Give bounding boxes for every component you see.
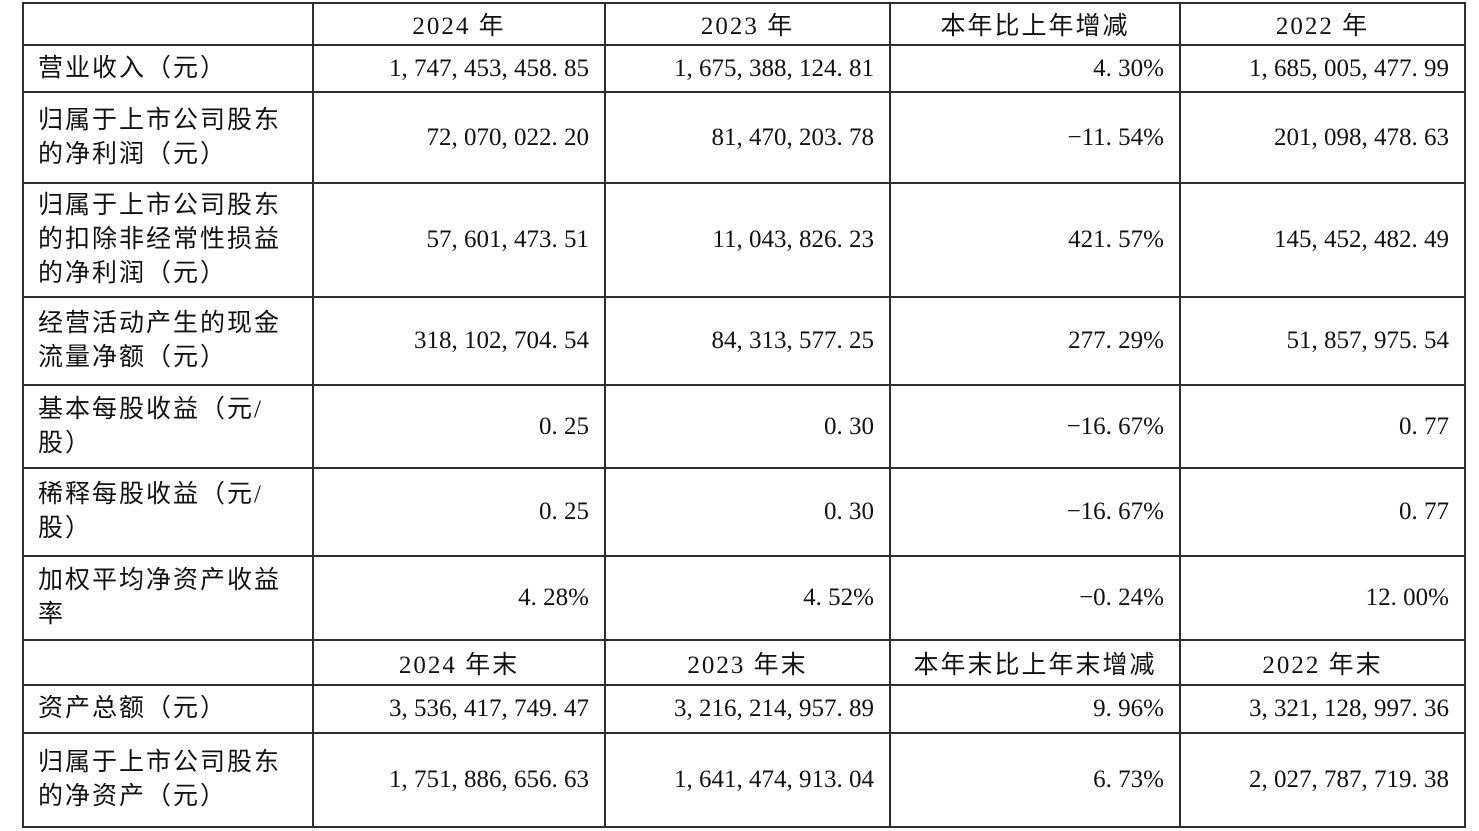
- value-2023: 1, 641, 474, 913. 04: [604, 732, 891, 828]
- value-2024: 1, 751, 886, 656. 63: [312, 732, 606, 828]
- row-label: 归属于上市公司股东 的扣除非经常性损益 的净利润（元）: [22, 182, 314, 298]
- value-change: 9. 96%: [889, 684, 1181, 734]
- value-change: −16. 67%: [889, 384, 1181, 469]
- column-header-end-change: 本年末比上年末增减: [889, 639, 1181, 686]
- value-2022: 0. 77: [1179, 384, 1466, 469]
- column-header-change: 本年比上年增减: [889, 2, 1181, 46]
- row-label: 资产总额（元）: [22, 684, 314, 734]
- row-label: 稀释每股收益（元/ 股）: [22, 467, 314, 557]
- table-row-diluted-eps: 稀释每股收益（元/ 股） 0. 25 0. 30 −16. 67% 0. 77: [22, 467, 1466, 557]
- value-2023: 4. 52%: [604, 555, 891, 641]
- row-label: 基本每股收益（元/ 股）: [22, 384, 314, 469]
- value-change: −0. 24%: [889, 555, 1181, 641]
- financial-summary-table: 2024 年 2023 年 本年比上年增减 2022 年 营业收入（元） 1, …: [22, 2, 1466, 828]
- value-2024: 0. 25: [312, 467, 606, 557]
- column-header-2022: 2022 年: [1179, 2, 1466, 46]
- row-label: 经营活动产生的现金 流量净额（元）: [22, 296, 314, 386]
- value-2022: 145, 452, 482. 49: [1179, 182, 1466, 298]
- blank-header-cell: [22, 639, 314, 686]
- value-2024: 3, 536, 417, 749. 47: [312, 684, 606, 734]
- column-header-2023: 2023 年: [604, 2, 891, 46]
- table-row-deducted-net-profit: 归属于上市公司股东 的扣除非经常性损益 的净利润（元） 57, 601, 473…: [22, 182, 1466, 298]
- year-end-header-row: 2024 年末 2023 年末 本年末比上年末增减 2022 年末: [22, 639, 1466, 686]
- row-label: 加权平均净资产收益 率: [22, 555, 314, 641]
- value-change: 6. 73%: [889, 732, 1181, 828]
- row-label: 归属于上市公司股东 的净利润（元）: [22, 91, 314, 184]
- value-2023: 0. 30: [604, 467, 891, 557]
- value-2024: 4. 28%: [312, 555, 606, 641]
- value-2024: 1, 747, 453, 458. 85: [312, 44, 606, 93]
- value-2022: 201, 098, 478. 63: [1179, 91, 1466, 184]
- table-row-revenue: 营业收入（元） 1, 747, 453, 458. 85 1, 675, 388…: [22, 44, 1466, 93]
- value-2022: 51, 857, 975. 54: [1179, 296, 1466, 386]
- table-row-net-profit: 归属于上市公司股东 的净利润（元） 72, 070, 022. 20 81, 4…: [22, 91, 1466, 184]
- value-change: 277. 29%: [889, 296, 1181, 386]
- value-change: 4. 30%: [889, 44, 1181, 93]
- row-label: 营业收入（元）: [22, 44, 314, 93]
- table-row-weighted-roe: 加权平均净资产收益 率 4. 28% 4. 52% −0. 24% 12. 00…: [22, 555, 1466, 641]
- column-header-2024: 2024 年: [312, 2, 606, 46]
- blank-header-cell: [22, 2, 314, 46]
- column-header-2024-end: 2024 年末: [312, 639, 606, 686]
- value-2022: 0. 77: [1179, 467, 1466, 557]
- table-row-operating-cash-flow: 经营活动产生的现金 流量净额（元） 318, 102, 704. 54 84, …: [22, 296, 1466, 386]
- value-2023: 1, 675, 388, 124. 81: [604, 44, 891, 93]
- value-2022: 12. 00%: [1179, 555, 1466, 641]
- value-change: −16. 67%: [889, 467, 1181, 557]
- value-2024: 57, 601, 473. 51: [312, 182, 606, 298]
- value-2024: 318, 102, 704. 54: [312, 296, 606, 386]
- value-2024: 72, 070, 022. 20: [312, 91, 606, 184]
- value-change: −11. 54%: [889, 91, 1181, 184]
- value-2022: 3, 321, 128, 997. 36: [1179, 684, 1466, 734]
- value-2023: 11, 043, 826. 23: [604, 182, 891, 298]
- column-header-2023-end: 2023 年末: [604, 639, 891, 686]
- value-2023: 0. 30: [604, 384, 891, 469]
- value-2023: 3, 216, 214, 957. 89: [604, 684, 891, 734]
- value-change: 421. 57%: [889, 182, 1181, 298]
- table-row-basic-eps: 基本每股收益（元/ 股） 0. 25 0. 30 −16. 67% 0. 77: [22, 384, 1466, 469]
- value-2022: 2, 027, 787, 719. 38: [1179, 732, 1466, 828]
- table-row-total-assets: 资产总额（元） 3, 536, 417, 749. 47 3, 216, 214…: [22, 684, 1466, 734]
- value-2023: 84, 313, 577. 25: [604, 296, 891, 386]
- value-2024: 0. 25: [312, 384, 606, 469]
- table-row-net-assets: 归属于上市公司股东 的净资产（元） 1, 751, 886, 656. 63 1…: [22, 732, 1466, 828]
- annual-header-row: 2024 年 2023 年 本年比上年增减 2022 年: [22, 2, 1466, 46]
- value-2022: 1, 685, 005, 477. 99: [1179, 44, 1466, 93]
- value-2023: 81, 470, 203. 78: [604, 91, 891, 184]
- column-header-2022-end: 2022 年末: [1179, 639, 1466, 686]
- row-label: 归属于上市公司股东 的净资产（元）: [22, 732, 314, 828]
